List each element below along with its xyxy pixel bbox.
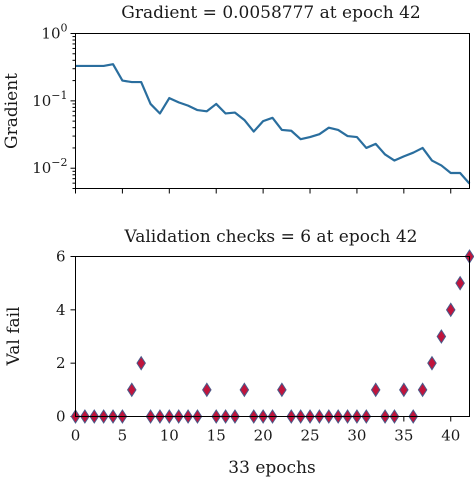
validation-point <box>399 382 409 398</box>
validation-y-axis-label: Val fail <box>4 307 24 367</box>
validation-x-tick-label: 35 <box>394 427 413 445</box>
validation-x-tick-label: 5 <box>118 427 128 445</box>
gradient-chart-title: Gradient = 0.0058777 at epoch 42 <box>121 3 420 23</box>
gradient-ticks: 100 10−1 10−2 <box>32 22 452 194</box>
validation-plot-area <box>70 249 474 424</box>
validation-plot-frame <box>75 256 470 417</box>
gradient-plot-area <box>75 63 471 185</box>
validation-x-tick-label: 20 <box>254 427 273 445</box>
validation-point <box>277 382 287 398</box>
validation-x-tick-label: 15 <box>207 427 226 445</box>
validation-chart-title: Validation checks = 6 at epoch 42 <box>123 227 417 247</box>
validation-chart: Validation checks = 6 at epoch 42 Val fa… <box>4 227 474 478</box>
validation-point <box>126 382 137 398</box>
validation-point <box>436 329 447 344</box>
validation-point <box>370 382 381 398</box>
validation-x-tick-label: 30 <box>347 427 366 445</box>
gradient-y-tick-label: 100 <box>41 22 67 43</box>
validation-x-tick-label: 25 <box>300 427 319 445</box>
validation-x-tick-label: 40 <box>441 427 460 445</box>
gradient-series-line <box>75 63 471 185</box>
validation-x-tick-label: 10 <box>160 427 179 445</box>
validation-x-axis-label: 33 epochs <box>228 458 315 478</box>
gradient-plot-frame <box>75 33 470 189</box>
gradient-y-axis-label: Gradient <box>2 73 22 149</box>
validation-point <box>239 382 250 398</box>
gradient-y-tick-label: 10−2 <box>32 156 67 177</box>
validation-x-tick-label: 0 <box>71 427 81 445</box>
validation-point <box>202 382 212 398</box>
validation-ticks: 0 5 10 15 20 25 30 35 40 0 2 4 6 <box>56 248 460 445</box>
validation-point <box>136 355 146 371</box>
gradient-y-tick-label: 10−1 <box>32 89 67 110</box>
validation-y-tick-label: 0 <box>56 408 66 426</box>
validation-y-tick-label: 2 <box>56 354 66 372</box>
gradient-chart: Gradient = 0.0058777 at epoch 42 Gradien… <box>2 3 471 194</box>
validation-point <box>445 302 456 318</box>
validation-point <box>417 382 428 398</box>
validation-point <box>427 355 437 371</box>
validation-y-tick-label: 6 <box>56 248 66 266</box>
validation-y-tick-label: 4 <box>56 301 66 319</box>
validation-point <box>455 275 465 291</box>
